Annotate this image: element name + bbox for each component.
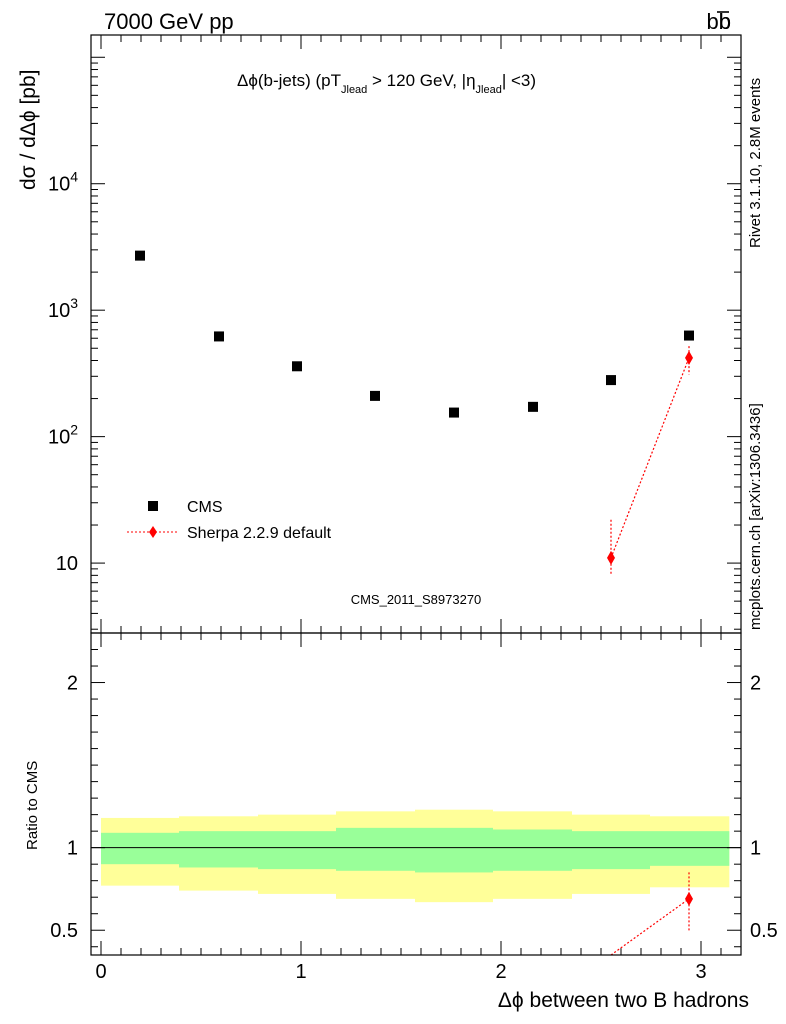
header-left: 7000 GeV pp [104, 9, 234, 34]
sherpa-point [607, 550, 615, 565]
ratio-band-inner [572, 831, 650, 870]
ratio-plot: 0.5 0.5 1 1 2 2 0 1 2 3 Ratio to CMS Δϕ between t… [24, 632, 778, 1012]
ratio-frame [90, 632, 742, 956]
header-right: bb [707, 9, 731, 34]
sherpa-point [685, 350, 693, 365]
y-tick-label: 10 [56, 553, 78, 575]
side-rivet-text: Rivet 3.1.10, 2.8M events [747, 78, 764, 248]
cms-point [370, 390, 380, 401]
cms-point [135, 250, 145, 261]
x-tick-label: 1 [295, 961, 306, 983]
cms-point [528, 401, 538, 412]
cms-point [449, 407, 459, 418]
ratio-sherpa-point [685, 891, 693, 906]
ratio-y-tick-label-left: 0.5 [50, 920, 78, 942]
watermark: CMS_2011_S8973270 [351, 592, 482, 607]
sherpa-line [610, 357, 690, 559]
ratio-y-tick-label-right: 2 [750, 673, 761, 695]
ratio-y-tick-label-right: 0.5 [750, 920, 778, 942]
y-tick-label: 103 [48, 295, 78, 322]
ratio-band-inner [179, 831, 258, 868]
side-mcplots-text: mcplots.cern.ch [arXiv:1306.3436] [747, 403, 764, 630]
ratio-y-tick-label-left: 1 [67, 838, 78, 860]
main-plot: 10 102 103 104 Δϕ(b-jets) (pTJlead > 120 Ge… [17, 34, 742, 634]
y-axis-label: dσ / dΔϕ [pb] [17, 70, 40, 190]
legend-sherpa-marker [149, 526, 157, 538]
x-tick-label: 2 [495, 961, 506, 983]
ratio-band-inner [650, 831, 730, 866]
header-right-overline: b [719, 9, 731, 34]
plot-title: Δϕ(b-jets) (pTJlead > 120 GeV, |ηJlead| … [237, 71, 536, 96]
legend: CMS Sherpa 2.2.9 default [127, 499, 332, 542]
y-tick-label: 104 [48, 169, 78, 196]
cms-point [606, 375, 616, 386]
x-tick-label: 0 [95, 961, 106, 983]
x-axis-label: Δϕ between two B hadrons [498, 989, 749, 1012]
ratio-band-inner [101, 832, 179, 865]
ratio-y-tick-label-right: 1 [750, 838, 761, 860]
ratio-y-tick-label-left: 2 [67, 673, 78, 695]
ratio-band-inner [336, 827, 415, 871]
cms-point [214, 331, 224, 342]
cms-point [684, 330, 694, 341]
ratio-sherpa-line [610, 898, 690, 956]
legend-cms-marker [148, 501, 158, 511]
legend-cms-label: CMS [187, 499, 223, 516]
main-frame [90, 34, 742, 634]
ratio-band-inner [258, 831, 336, 870]
ratio-y-axis-label: Ratio to CMS [24, 761, 41, 850]
y-tick-label: 102 [48, 422, 78, 449]
x-tick-label: 3 [695, 961, 706, 983]
legend-sherpa-label: Sherpa 2.2.9 default [187, 525, 332, 542]
ratio-band-inner [493, 829, 572, 871]
ratio-band-inner [415, 827, 493, 873]
cms-point [292, 361, 302, 372]
